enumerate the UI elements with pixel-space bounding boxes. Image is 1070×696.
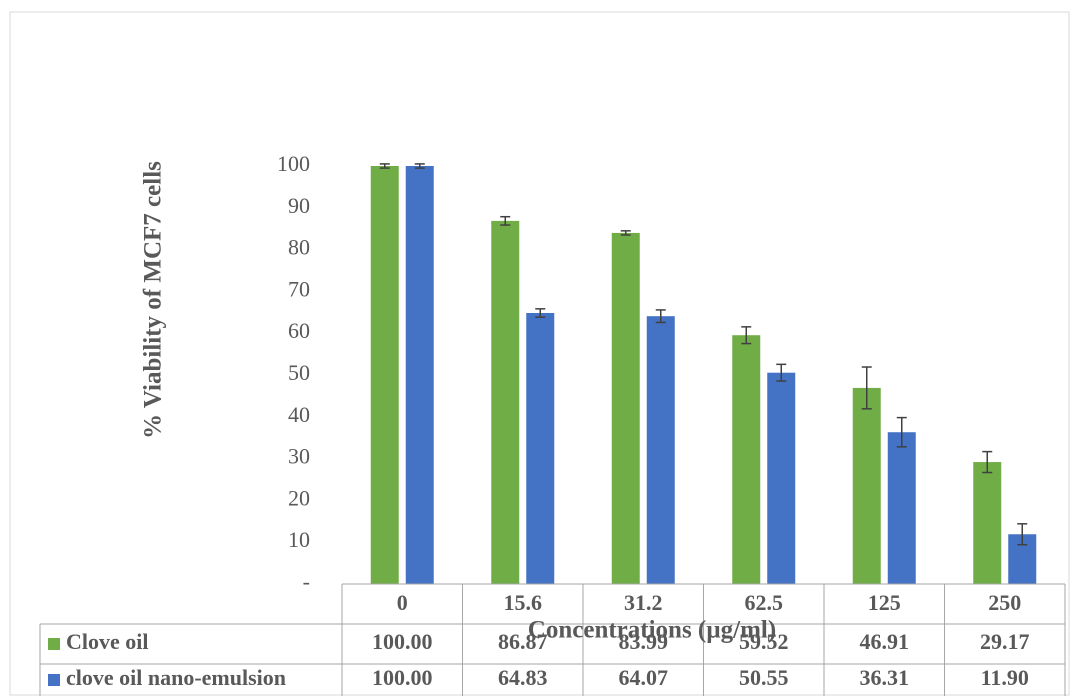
y-tick-label: 100	[277, 151, 310, 176]
bar	[491, 220, 520, 584]
error-bar	[414, 163, 425, 169]
error-bar	[861, 366, 872, 410]
table-value: 50.55	[739, 665, 789, 690]
error-bar	[379, 163, 390, 169]
legend-swatch	[48, 638, 60, 650]
table-value: 86.87	[498, 629, 548, 654]
bar	[887, 432, 916, 584]
table-value: 59.52	[739, 629, 789, 654]
x-axis-title: Concentrations (µg/ml)	[528, 617, 776, 644]
legend-swatch	[48, 674, 60, 686]
y-tick-label: 10	[288, 527, 310, 552]
y-tick-label: 40	[288, 402, 310, 427]
bar	[526, 313, 555, 584]
table-value: 83.99	[619, 629, 669, 654]
bar	[370, 166, 399, 584]
error-bar	[500, 215, 511, 226]
error-bar	[655, 309, 666, 324]
x-tick-label: 62.5	[745, 590, 784, 615]
error-bar	[741, 326, 752, 345]
x-tick-label: 0	[397, 590, 408, 615]
y-tick-label: 90	[288, 193, 310, 218]
table-value: 36.31	[860, 665, 910, 690]
legend-label: clove oil nano-emulsion	[66, 665, 286, 690]
table-value: 29.17	[980, 629, 1030, 654]
y-axis-title: % Viability of MCF7 cells	[140, 161, 167, 439]
y-tick-label: 50	[288, 360, 310, 385]
bar	[405, 166, 434, 584]
error-bar	[620, 230, 631, 236]
table-value: 64.07	[619, 665, 669, 690]
x-tick-label: 15.6	[504, 590, 543, 615]
table-value: 100.00	[372, 665, 433, 690]
table-value: 100.00	[372, 629, 433, 654]
y-tick-label: 60	[288, 318, 310, 343]
error-bar	[776, 363, 787, 382]
y-tick-label: -	[303, 569, 310, 594]
y-tick-label: 30	[288, 444, 310, 469]
bar	[973, 462, 1002, 584]
bar	[767, 372, 796, 584]
table-value: 11.90	[981, 665, 1029, 690]
y-tick-label: 80	[288, 235, 310, 260]
y-tick-label: 70	[288, 276, 310, 301]
x-tick-label: 250	[988, 590, 1021, 615]
bar	[732, 335, 761, 584]
chart-frame	[9, 11, 1070, 696]
error-bar	[1017, 523, 1028, 546]
y-tick-label: 20	[288, 485, 310, 510]
bar	[852, 387, 881, 584]
bar	[611, 232, 640, 584]
error-bar	[896, 416, 907, 448]
error-bar	[535, 308, 546, 318]
x-tick-label: 125	[868, 590, 901, 615]
bar	[646, 316, 675, 584]
legend-label: Clove oil	[66, 629, 149, 654]
table-value: 46.91	[860, 629, 910, 654]
table-value: 64.83	[498, 665, 548, 690]
x-tick-label: 31.2	[624, 590, 663, 615]
error-bar	[982, 450, 993, 474]
